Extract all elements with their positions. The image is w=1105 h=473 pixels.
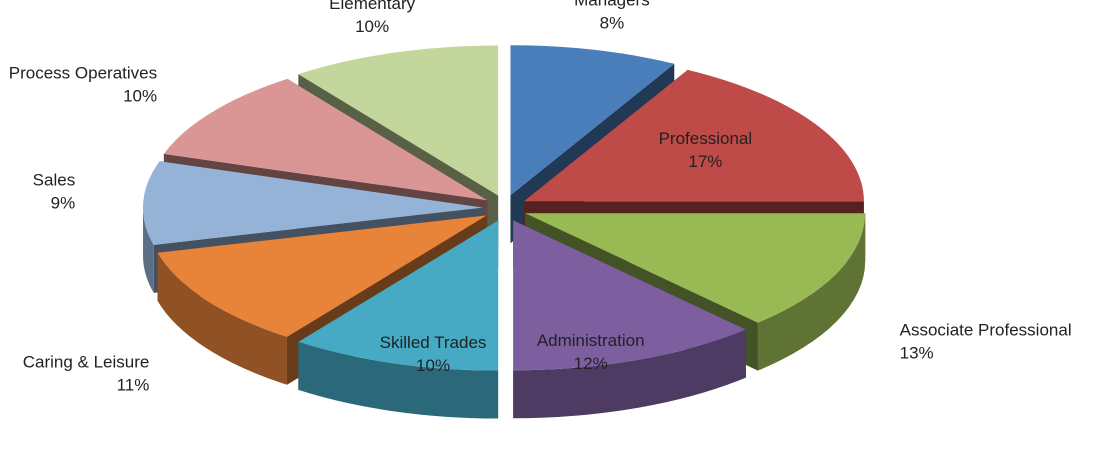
data-label-name: Sales <box>33 170 76 189</box>
data-label-value: 10% <box>416 356 450 375</box>
data-label-value: 10% <box>123 87 157 106</box>
slice-wall <box>157 252 287 385</box>
slice <box>513 220 746 419</box>
data-label-name: Managers <box>574 0 650 10</box>
data-label-name: Caring & Leisure <box>23 352 150 371</box>
slice-top <box>510 45 675 196</box>
slice-top <box>298 45 499 196</box>
slice-top <box>523 69 864 202</box>
slice-top <box>525 213 866 323</box>
data-label-value: 10% <box>355 17 389 36</box>
data-label-value: 11% <box>117 375 150 394</box>
data-label-value: 17% <box>688 152 722 171</box>
data-label-name: Associate Professional <box>900 321 1072 340</box>
slice-wall <box>298 341 499 419</box>
slice-wall <box>757 213 866 371</box>
slice-top <box>143 161 484 245</box>
slice-top <box>163 78 488 201</box>
data-label-value: 8% <box>600 14 625 33</box>
data-label-name: Skilled Trades <box>380 333 487 352</box>
slice-wall <box>513 329 746 419</box>
slice-wall <box>143 207 154 293</box>
data-label-value: 12% <box>574 354 608 373</box>
data-label-value: 13% <box>900 344 934 363</box>
slice-top <box>157 215 487 337</box>
data-label-value: 9% <box>51 193 76 212</box>
slice <box>298 220 499 419</box>
data-label-name: Professional <box>659 129 753 148</box>
data-label-name: Process Operatives <box>9 64 157 83</box>
data-label-name: Elementary <box>329 0 415 13</box>
slice-top <box>298 220 499 371</box>
slice-top <box>513 220 746 371</box>
data-label-name: Administration <box>537 331 645 350</box>
